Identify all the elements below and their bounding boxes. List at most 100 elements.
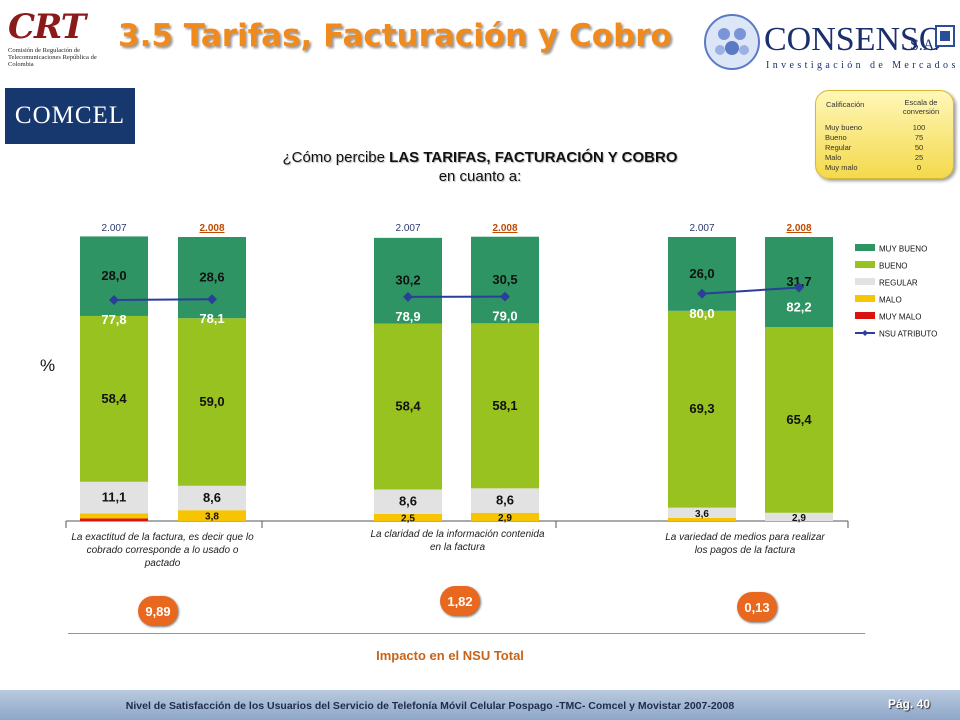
data-label: 28,0	[101, 268, 126, 283]
scale-row-label: Muy malo	[825, 163, 858, 172]
conversion-scale-table: Calificación Escala de conversión Muy bu…	[815, 90, 954, 179]
attribute-label: La variedad de medios para realizar los …	[665, 532, 825, 556]
year-label: 2.007	[101, 223, 126, 234]
question-topic: LAS TARIFAS, FACTURACIÓN Y COBRO	[389, 149, 678, 166]
crt-logo-text: Comisión de Regulación de Telecomunicaci…	[8, 47, 97, 68]
y-axis-unit: %	[40, 356, 56, 375]
bar-segment-regular	[765, 512, 833, 521]
data-label: 58,4	[395, 399, 421, 414]
data-label: 58,1	[492, 398, 517, 413]
bar-segment-muy-bueno	[765, 237, 833, 328]
nsu-value-label: 77,8	[101, 312, 126, 327]
year-label: 2.007	[395, 223, 420, 234]
bar-segment-bueno	[471, 323, 539, 489]
data-label: 2,5	[401, 513, 415, 524]
nsu-point	[794, 282, 804, 293]
legend-label: MUY BUENO	[879, 245, 927, 254]
data-label: 2,9	[792, 513, 806, 524]
data-label: 65,4	[786, 412, 812, 427]
scale-row: Muy malo 0	[825, 163, 945, 172]
scale-header-conversion: Escala de conversión	[902, 98, 940, 116]
legend-label: NSU ATRIBUTO	[879, 330, 937, 339]
year-label: 2.007	[689, 223, 714, 234]
scale-row-value: 25	[914, 153, 924, 162]
data-label: 58,4	[101, 391, 127, 406]
impact-badge: 0,13	[737, 592, 777, 622]
attribute-label: La exactitud de la factura, es decir que…	[71, 532, 254, 569]
bar-segment-malo	[668, 517, 736, 521]
consenso-logo: CONSENSO S.A. Investigación de Mercados	[700, 8, 958, 78]
bar-segment-bueno	[178, 318, 246, 486]
year-label: 2.008	[492, 223, 517, 234]
legend-marker	[862, 330, 868, 336]
impact-title: Impacto en el NSU Total	[376, 648, 524, 663]
scale-row: Muy bueno 100	[825, 123, 945, 132]
legend-swatch	[855, 278, 875, 285]
year-label: 2.008	[199, 223, 224, 234]
scale-row-label: Malo	[825, 153, 842, 162]
attribute-label: La claridad de la información contenida …	[370, 529, 545, 553]
crt-logo-mark: CRT	[8, 7, 86, 47]
slide-title: 3.5 Tarifas, Facturación y Cobro	[118, 18, 672, 54]
data-label: 3,8	[205, 512, 219, 523]
bar-segment-regular	[668, 507, 736, 518]
data-label: 3,6	[695, 509, 709, 520]
comcel-logo-text: COMCEL	[14, 102, 126, 129]
data-label: 59,0	[199, 394, 224, 409]
legend-swatch	[855, 295, 875, 302]
bar-segment-bueno	[80, 315, 148, 482]
data-label: 11,1	[102, 490, 127, 505]
nsu-value-label: 78,9	[395, 309, 420, 324]
bar-segment-muy-bueno	[178, 237, 246, 319]
consenso-logo-suffix: S.A.	[910, 37, 938, 54]
data-label: 8,6	[399, 494, 417, 509]
nsu-line	[701, 286, 800, 295]
data-label: 8,6	[496, 493, 514, 508]
question-text: ¿Cómo percibe LAS TARIFAS, FACTURACIÓN Y…	[180, 148, 780, 186]
bar-segment-bueno	[374, 323, 442, 490]
bar-segment-bueno	[765, 327, 833, 513]
bar-segment-bueno	[668, 310, 736, 508]
data-label: 69,3	[689, 401, 714, 416]
data-label: 31,7	[786, 274, 811, 289]
footer-text: Nivel de Satisfacción de los Usuarios de…	[125, 700, 735, 712]
bar-segment-malo	[80, 513, 148, 519]
impact-badge: 9,89	[138, 596, 178, 626]
consenso-logo-tagline: Investigación de Mercados	[766, 60, 958, 71]
legend-label: BUENO	[879, 262, 907, 271]
bar-segment-muy-malo	[80, 518, 148, 521]
nsu-point	[109, 295, 119, 306]
legend-swatch	[855, 312, 875, 319]
comcel-logo: COMCEL	[5, 88, 135, 144]
nsu-point	[500, 291, 510, 302]
consenso-logo-name: CONSENSO	[764, 21, 943, 58]
nsu-value-label: 79,0	[492, 309, 517, 324]
scale-row-value: 100	[912, 123, 926, 132]
bar-segment-malo	[374, 513, 442, 521]
impact-badge: 1,82	[440, 586, 480, 616]
nsu-point	[697, 288, 707, 299]
legend-swatch	[855, 261, 875, 268]
data-label: 26,0	[689, 266, 714, 281]
nsu-point	[403, 291, 413, 302]
scale-row: Bueno 75	[825, 133, 945, 142]
scale-row-label: Bueno	[825, 133, 847, 142]
scale-row-label: Muy bueno	[825, 123, 863, 132]
scale-row-value: 0	[916, 163, 922, 172]
data-label: 28,6	[199, 270, 224, 285]
legend-label: REGULAR	[879, 279, 918, 288]
bar-segment-regular	[80, 481, 148, 514]
bar-segment-malo	[178, 510, 246, 521]
impact-divider	[68, 633, 865, 634]
nsu-line	[113, 298, 213, 302]
bar-segment-regular	[471, 488, 539, 513]
legend-swatch	[855, 244, 875, 251]
scale-header-rating: Calificación	[826, 100, 865, 109]
crt-logo: CRT Comisión de Regulación de Telecomuni…	[8, 8, 108, 80]
scale-row-value: 75	[914, 133, 924, 142]
legend-label: MALO	[879, 296, 902, 305]
scale-row: Regular 50	[825, 143, 945, 152]
consenso-logo-graphic: CONSENSO S.A. Investigación de Mercados	[704, 14, 958, 71]
scale-row-value: 50	[914, 143, 924, 152]
legend-label: MUY MALO	[879, 313, 922, 322]
